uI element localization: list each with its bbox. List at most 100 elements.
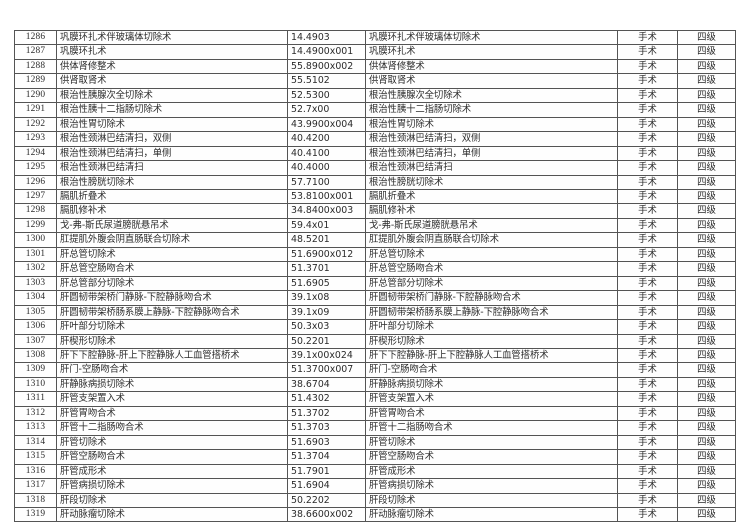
cell-level: 四级 [677,319,736,335]
table-row: 1315 肝管空肠吻合术 51.3704 肝管空肠吻合术 手术 四级 [14,449,736,465]
cell-category: 手术 [617,232,678,248]
cell-procedure-name: 肝圆韧带架桥门静脉-下腔静脉吻合术 [56,290,288,306]
cell-index: 1287 [14,44,57,60]
cell-level: 四级 [677,188,736,205]
cell-level: 四级 [677,261,736,277]
cell-procedure-name-duplicate: 膈肌修补术 [365,203,618,219]
cell-index: 1292 [14,116,57,133]
cell-procedure-name-duplicate: 戈-弗-斯氏尿道膀胱悬吊术 [365,217,618,234]
cell-procedure-code: 39.1x08 [287,290,366,306]
cell-level: 四级 [677,347,736,364]
table-row: 1290 根治性胰腺次全切除术 52.5300 根治性胰腺次全切除术 手术 四级 [14,87,736,104]
cell-procedure-code: 52.7x00 [287,102,366,118]
cell-procedure-code: 40.4000 [287,160,366,176]
cell-category: 手术 [617,478,678,494]
cell-procedure-code: 55.8900x002 [287,58,366,75]
cell-category: 手术 [617,463,678,480]
cell-procedure-code: 55.5102 [287,73,366,89]
cell-procedure-code: 50.2202 [287,492,366,508]
procedure-table-wrapper: 1286 巩膜环扎术伴玻璃体切除术 14.4903 巩膜环扎术伴玻璃体切除术 手术 四级 1… [14,29,736,523]
cell-category: 手术 [617,420,678,436]
cell-procedure-name: 根治性胃切除术 [56,116,288,133]
table-row: 1309 肝门-空肠吻合术 51.3700x007 肝门-空肠吻合术 手术 四级 [14,362,736,378]
cell-procedure-name: 肝楔形切除术 [56,333,288,349]
cell-procedure-name-duplicate: 根治性胃切除术 [365,116,618,133]
cell-procedure-code: 34.8400x003 [287,203,366,219]
table-row: 1297 膈肌折叠术 53.8100x001 膈肌折叠术 手术 四级 [14,188,736,205]
cell-procedure-name-duplicate: 肝总管切除术 [365,246,618,263]
table-row: 1307 肝楔形切除术 50.2201 肝楔形切除术 手术 四级 [14,333,736,349]
cell-procedure-code: 51.6900x012 [287,246,366,263]
cell-level: 四级 [677,44,736,60]
cell-procedure-name: 肝管切除术 [56,434,288,451]
cell-category: 手术 [617,131,678,147]
cell-procedure-name-duplicate: 肝管病损切除术 [365,478,618,494]
table-row: 1312 肝管胃吻合术 51.3702 肝管胃吻合术 手术 四级 [14,405,736,422]
cell-category: 手术 [617,434,678,451]
table-row: 1300 肛提肌外腹会阴直肠联合切除术 48.5201 肛提肌外腹会阴直肠联合切除术手… [14,232,736,248]
table-row: 1299 戈-弗-斯氏尿道膀胱悬吊术 59.4x01 戈-弗-斯氏尿道膀胱悬吊术 手术四… [14,217,736,234]
cell-procedure-name-duplicate: 肝段切除术 [365,492,618,508]
cell-procedure-name: 膈肌修补术 [56,203,288,219]
cell-category: 手术 [617,217,678,234]
cell-level: 四级 [677,434,736,451]
cell-category: 手术 [617,116,678,133]
cell-level: 四级 [677,174,736,191]
cell-index: 1293 [14,131,57,147]
cell-index: 1311 [14,391,57,407]
cell-procedure-name-duplicate: 肝管空肠吻合术 [365,449,618,465]
cell-index: 1315 [14,449,57,465]
cell-procedure-name: 肝门-空肠吻合术 [56,362,288,378]
cell-index: 1317 [14,478,57,494]
table-row: 1301 肝总管切除术 51.6900x012 肝总管切除术 手术 四级 [14,246,736,263]
cell-procedure-name-duplicate: 肝管十二指肠吻合术 [365,420,618,436]
cell-procedure-name-duplicate: 供体肾修整术 [365,58,618,75]
cell-level: 四级 [677,246,736,263]
table-row: 1292 根治性胃切除术 43.9900x004 根治性胃切除术 手术 四级 [14,116,736,133]
cell-procedure-code: 51.3700x007 [287,362,366,378]
cell-category: 手术 [617,261,678,277]
cell-procedure-name: 肝管空肠吻合术 [56,449,288,465]
cell-category: 手术 [617,290,678,306]
cell-category: 手术 [617,160,678,176]
cell-procedure-code: 43.9900x004 [287,116,366,133]
cell-level: 四级 [677,405,736,422]
cell-category: 手术 [617,87,678,104]
cell-procedure-code: 53.8100x001 [287,188,366,205]
cell-procedure-name-duplicate: 肝楔形切除术 [365,333,618,349]
table-row: 1289 供肾取肾术 55.5102 供肾取肾术 手术 四级 [14,73,736,89]
cell-index: 1300 [14,232,57,248]
cell-index: 1306 [14,319,57,335]
cell-procedure-name: 肝叶部分切除术 [56,319,288,335]
table-row: 1302 肝总管空肠吻合术 51.3701 肝总管空肠吻合术 手术 四级 [14,261,736,277]
table-row: 1308 肝下下腔静脉-肝上下腔静脉人工血管搭桥术 39.1x00x024 肝下下腔静… [14,347,736,364]
procedure-code-table: 1286 巩膜环扎术伴玻璃体切除术 14.4903 巩膜环扎术伴玻璃体切除术 手术 四级 1… [14,29,736,523]
cell-level: 四级 [677,29,736,46]
cell-category: 手术 [617,362,678,378]
cell-category: 手术 [617,188,678,205]
table-body: 1286 巩膜环扎术伴玻璃体切除术 14.4903 巩膜环扎术伴玻璃体切除术 手术 四级 1… [14,29,736,523]
cell-index: 1310 [14,376,57,393]
cell-category: 手术 [617,73,678,89]
cell-category: 手术 [617,376,678,393]
cell-procedure-code: 51.3702 [287,405,366,422]
cell-level: 四级 [677,420,736,436]
cell-level: 四级 [677,463,736,480]
cell-procedure-name: 肝管胃吻合术 [56,405,288,422]
cell-index: 1319 [14,506,57,523]
cell-procedure-code: 51.3704 [287,449,366,465]
cell-index: 1312 [14,405,57,422]
cell-index: 1307 [14,333,57,349]
cell-procedure-name: 根治性胰腺次全切除术 [56,87,288,104]
cell-index: 1305 [14,304,57,321]
table-row: 1298 膈肌修补术 34.8400x003 膈肌修补术 手术 四级 [14,203,736,219]
cell-procedure-code: 38.6704 [287,376,366,393]
cell-level: 四级 [677,203,736,219]
cell-procedure-name-duplicate: 根治性膀胱切除术 [365,174,618,191]
cell-category: 手术 [617,174,678,191]
cell-procedure-name: 根治性颈淋巴结清扫 [56,160,288,176]
cell-procedure-name: 肝总管切除术 [56,246,288,263]
cell-level: 四级 [677,449,736,465]
cell-procedure-name-duplicate: 肝叶部分切除术 [365,319,618,335]
cell-category: 手术 [617,44,678,60]
